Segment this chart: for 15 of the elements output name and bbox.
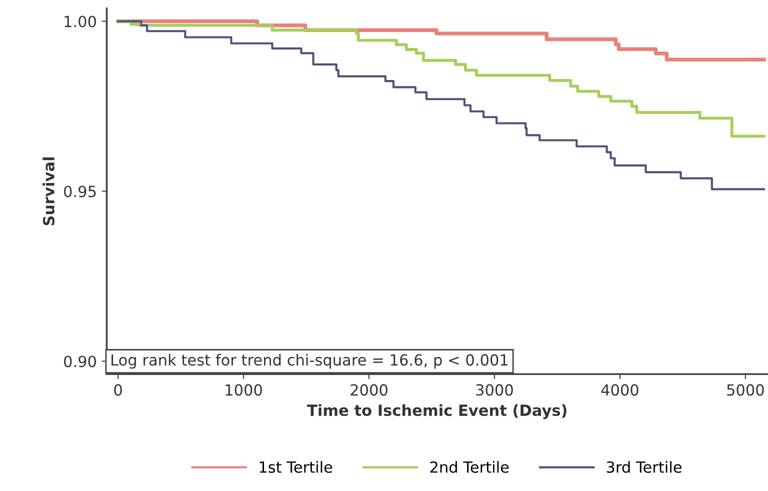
legend-label: 3rd Tertile — [606, 461, 682, 473]
x-tick-label: 1000 — [226, 384, 262, 396]
y-axis-title: Survival — [42, 157, 54, 226]
annotation: Log rank test for trend chi-square = 16.6, p < 0.001 — [112, 354, 508, 369]
x-tick-label: 3000 — [476, 384, 513, 396]
y-tick-label: 1.00 — [64, 16, 96, 28]
legend-label: 1st Tertile — [260, 461, 332, 473]
x-tick-label: 5000 — [727, 384, 764, 396]
legend-label: 2nd Tertile — [430, 461, 509, 473]
y-tick-label: 0.95 — [64, 186, 96, 198]
y-tick-label: 0.90 — [64, 356, 96, 368]
x-tick-label: 2000 — [350, 384, 388, 396]
x-tick-label: 0 — [114, 384, 122, 396]
x-axis-title: Time to Ischemic Event (Days) — [307, 404, 566, 420]
x-tick-label: 4000 — [601, 384, 638, 396]
